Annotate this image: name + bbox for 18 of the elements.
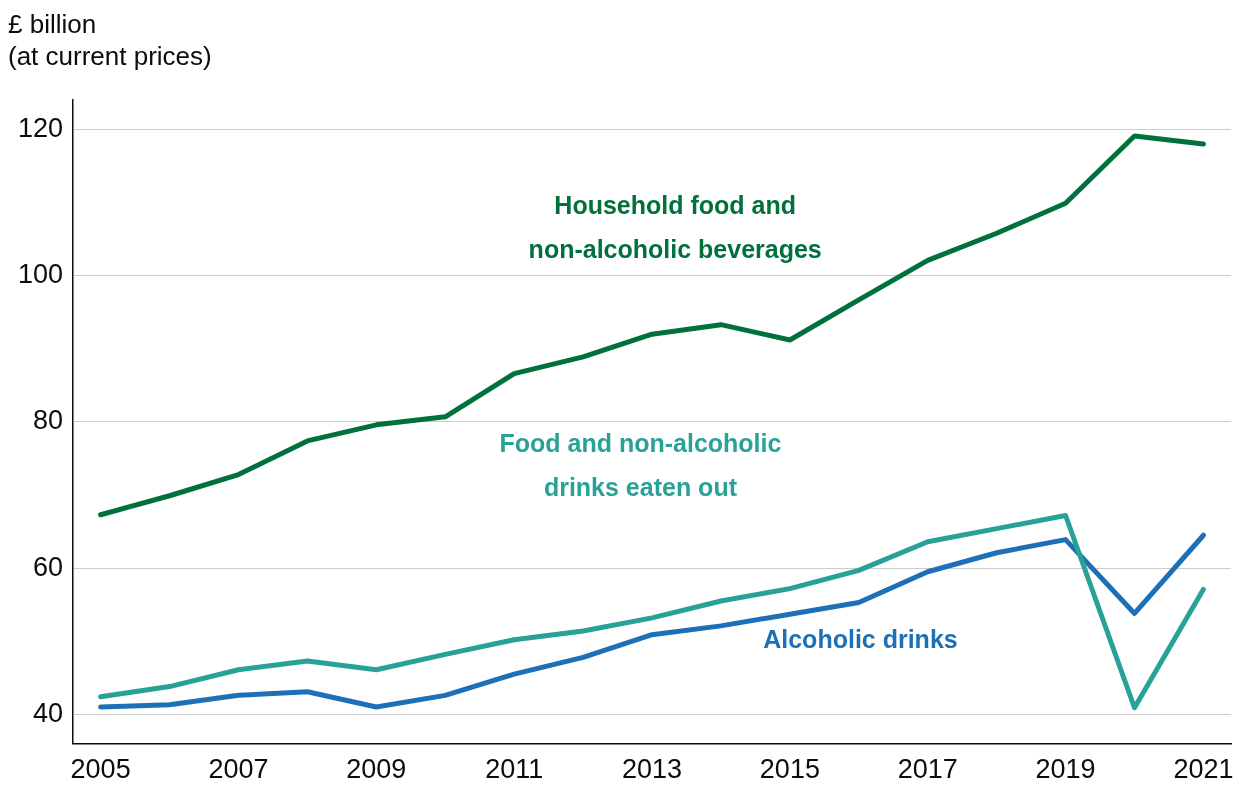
- series-label: Alcoholic drinks: [763, 624, 958, 653]
- y-tick-label: 40: [33, 697, 64, 728]
- x-tick-label: 2015: [759, 754, 820, 785]
- y-tick-label: 120: [17, 112, 64, 143]
- text: Household food and non-alcoholic beverages: [528, 190, 822, 263]
- y-tick-label: 100: [17, 259, 64, 290]
- x-tick-label: 2011: [485, 754, 544, 785]
- x-tick-label: 2017: [897, 754, 958, 785]
- x-tick-label: 2007: [208, 754, 269, 785]
- text: Food and non-alcoholic drinks eaten out: [499, 428, 782, 501]
- y-tick-label: 80: [33, 405, 64, 436]
- x-tick-label: 2009: [346, 754, 407, 785]
- x-tick-label: 2019: [1035, 754, 1096, 785]
- y-tick-label: 60: [33, 551, 64, 582]
- x-tick-label: 2021: [1173, 754, 1234, 785]
- y-axis-title: £ billion (at current prices): [8, 8, 213, 73]
- x-tick-label: 2005: [70, 754, 131, 785]
- x-tick-label: 2013: [621, 754, 683, 785]
